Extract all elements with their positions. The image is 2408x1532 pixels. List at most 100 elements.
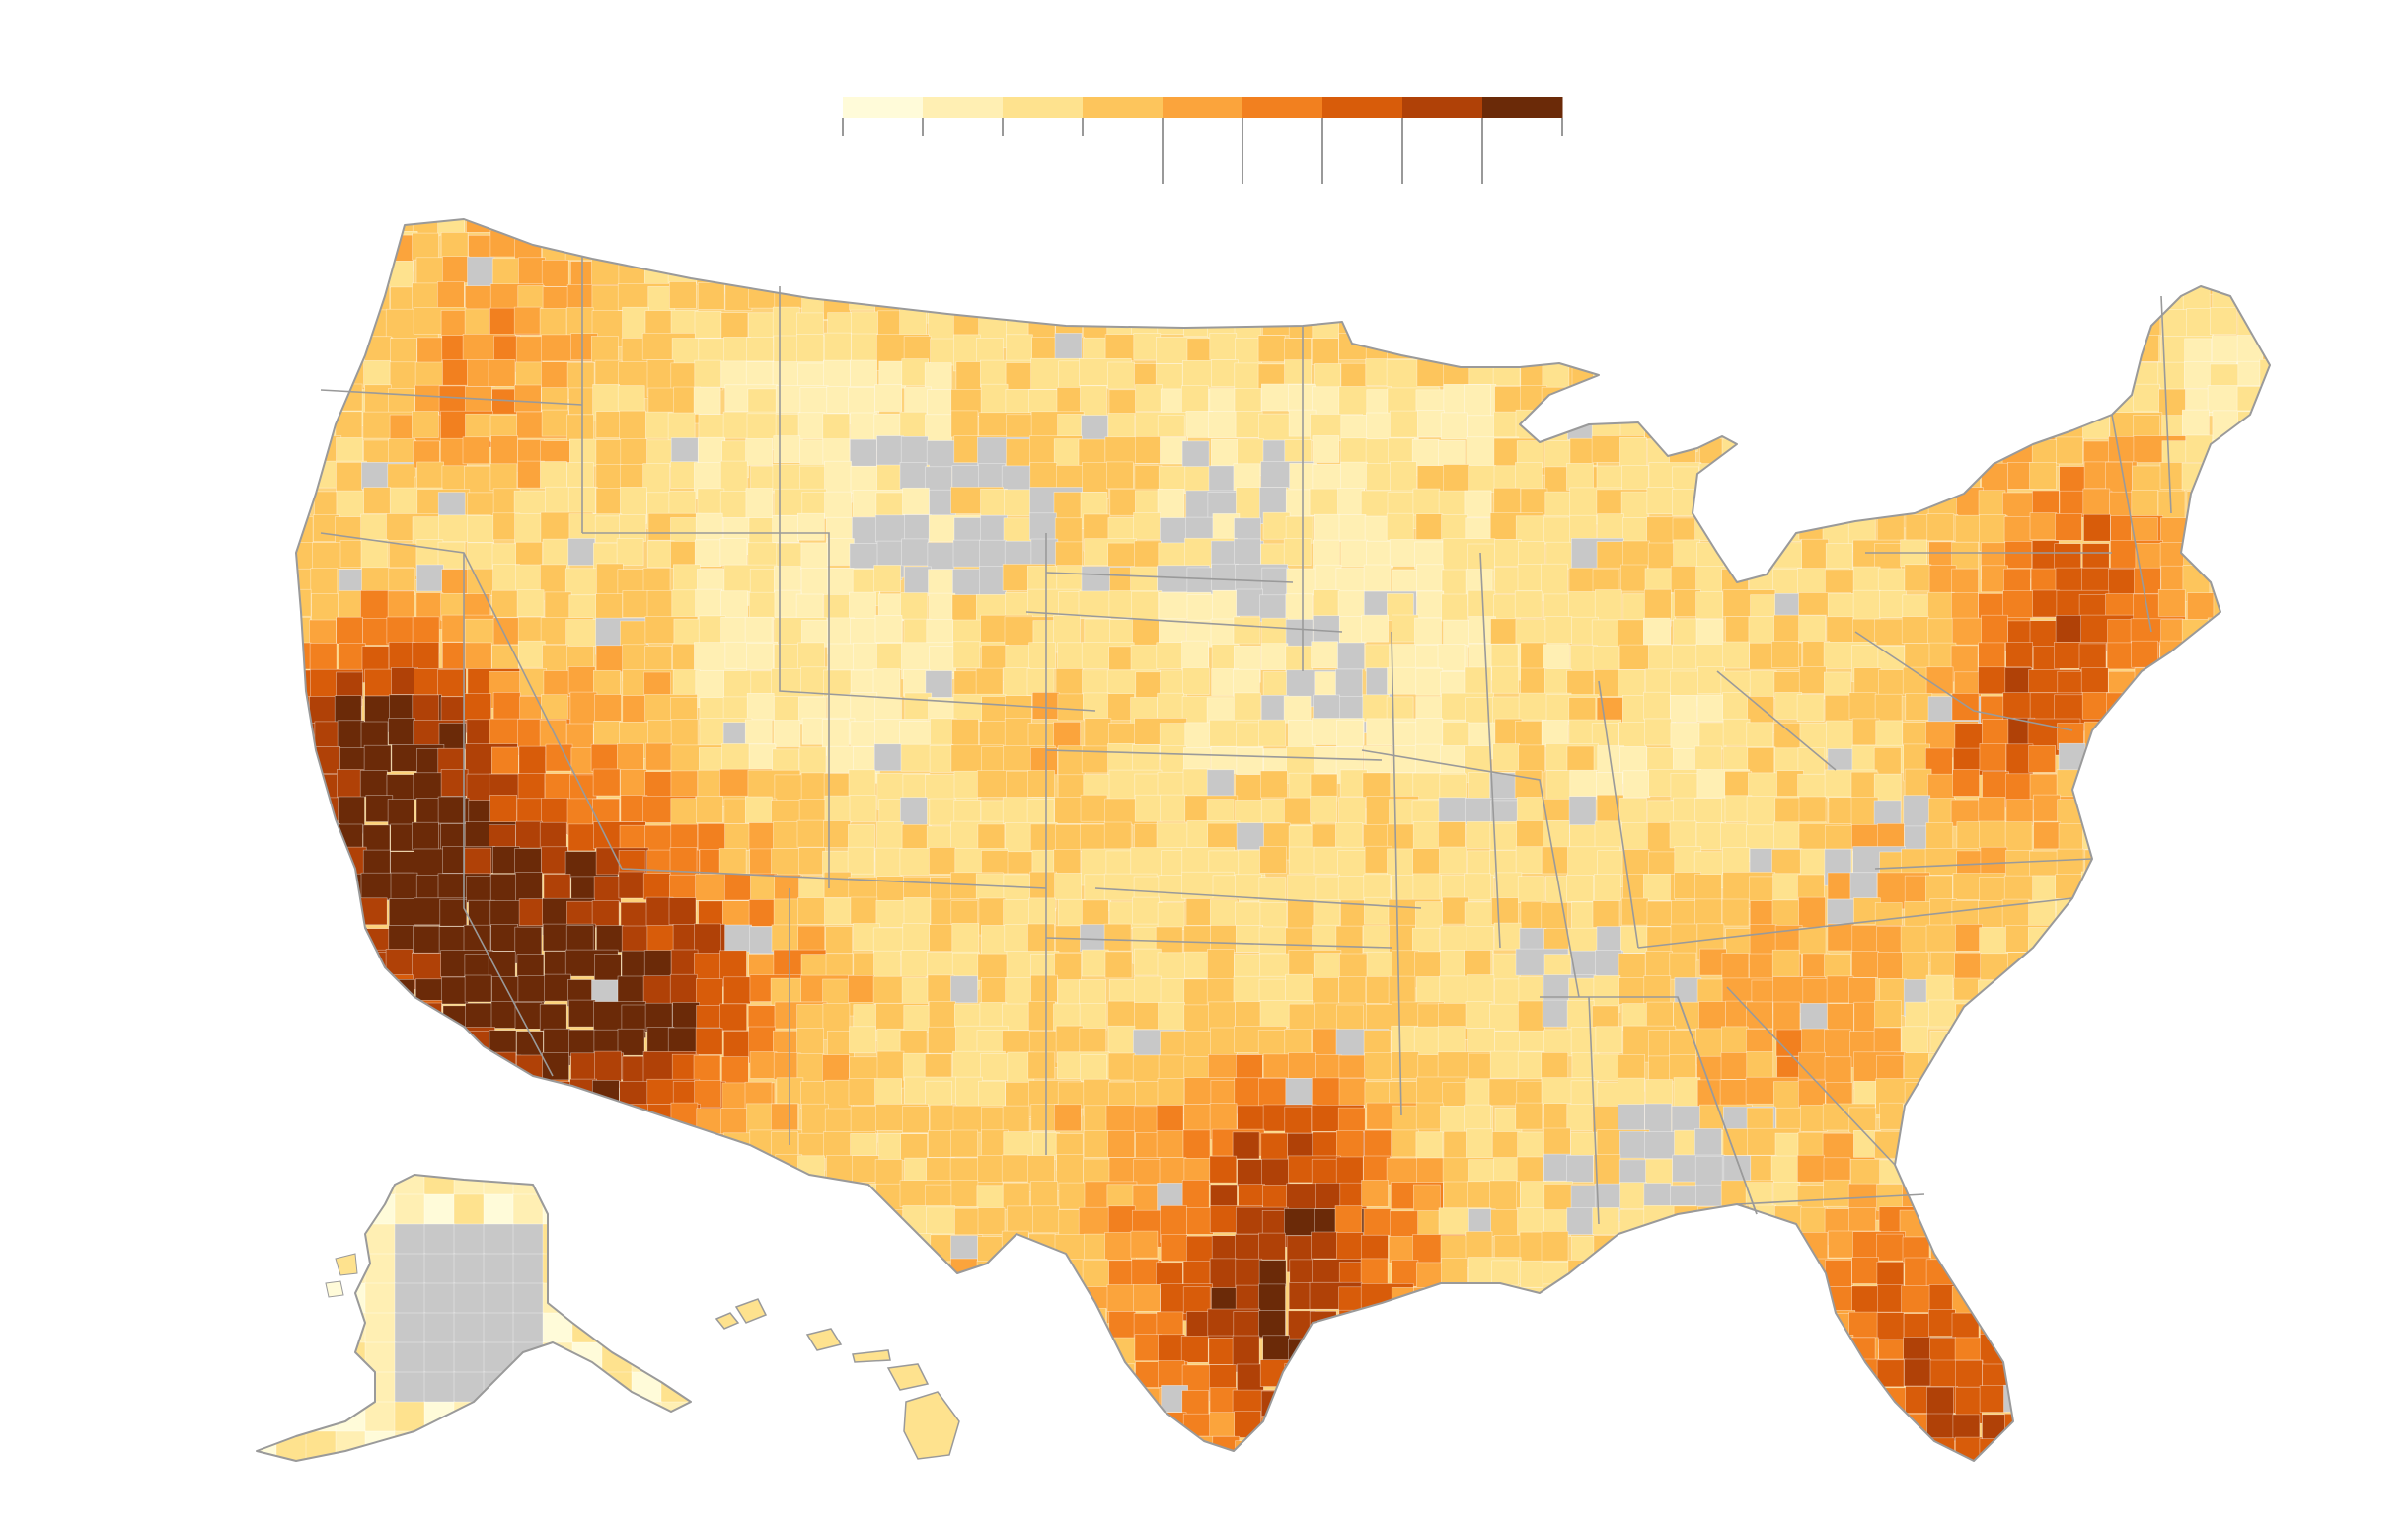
- county-cell: [2007, 1027, 2035, 1064]
- county-cell: [360, 721, 389, 749]
- county-cell: [2212, 439, 2265, 468]
- county-cell: [2084, 335, 2113, 363]
- county-cell: [848, 974, 875, 1003]
- county-cell: [1954, 952, 1982, 980]
- county-cell: [2083, 1313, 2111, 1340]
- county-cell: [467, 492, 495, 520]
- county-cell: [1698, 463, 1727, 492]
- county-cell: [724, 1180, 752, 1217]
- county-cell: [2110, 1364, 2138, 1393]
- county-cell: [1720, 488, 1748, 516]
- county-cell: [464, 974, 492, 1003]
- county-cell: [2235, 219, 2263, 243]
- county-cell: [490, 746, 519, 775]
- county-cell: [1437, 260, 1466, 288]
- county-cell: [313, 1307, 341, 1345]
- alaska-cell: [571, 1223, 604, 1256]
- county-cell: [2161, 1439, 2215, 1461]
- county-cell: [1823, 1441, 1850, 1461]
- county-cell: [1799, 283, 1853, 311]
- county-cell: [1724, 1359, 1753, 1388]
- county-cell: [1184, 722, 1213, 750]
- county-cell: [1802, 387, 1830, 425]
- county-cell: [1083, 232, 1137, 260]
- alaska-cell: [453, 1282, 486, 1315]
- county-cell: [2261, 1283, 2270, 1311]
- county-cell: [775, 230, 802, 258]
- county-cell: [2133, 310, 2161, 338]
- alaska-cell: [690, 1401, 691, 1433]
- county-cell: [1695, 822, 1724, 850]
- county-cell: [1825, 1364, 1852, 1392]
- county-cell: [2083, 219, 2112, 246]
- county-cell: [2185, 513, 2214, 552]
- county-cell: [1338, 1309, 1367, 1347]
- county-cell: [2262, 284, 2270, 313]
- county-cell: [1694, 1128, 1722, 1156]
- county-cell: [2211, 927, 2238, 956]
- county-cell: [2211, 1437, 2239, 1461]
- county-cell: [1312, 312, 1340, 340]
- county-cell: [1979, 820, 2006, 849]
- county-cell: [1595, 1026, 1623, 1054]
- alaska-cell: [275, 1223, 308, 1256]
- county-cell: [1694, 513, 1748, 542]
- county-cell: [2238, 1208, 2266, 1237]
- county-cell: [2237, 591, 2265, 619]
- county-cell: [1006, 1412, 1034, 1439]
- alaska-cell: [690, 1175, 691, 1196]
- county-cell: [899, 461, 928, 490]
- county-cell: [2109, 1284, 2137, 1322]
- county-cell: [1749, 1232, 1777, 1260]
- county-cell: [1002, 1105, 1030, 1133]
- county-cell: [2264, 644, 2270, 672]
- county-cell: [693, 387, 721, 415]
- county-cell: [1749, 232, 1802, 261]
- county-cell: [364, 1077, 393, 1106]
- county-cell: [1412, 488, 1441, 516]
- county-cell: [1648, 1359, 1701, 1387]
- county-cell: [1363, 1208, 1392, 1236]
- county-cell: [1648, 1463, 1675, 1490]
- alaska-cell: [305, 1341, 338, 1374]
- county-cell: [1798, 665, 1827, 694]
- county-cell: [1312, 1415, 1340, 1442]
- county-cell: [1001, 234, 1055, 271]
- county-cell: [438, 1466, 490, 1502]
- county-cell: [822, 1231, 875, 1269]
- county-cell: [644, 219, 672, 247]
- county-cell: [1955, 1003, 1984, 1041]
- county-cell: [2259, 1257, 2270, 1285]
- county-cell: [1134, 465, 1163, 493]
- county-cell: [1184, 283, 1212, 312]
- county-cell: [2007, 1158, 2035, 1196]
- county-cell: [1029, 462, 1058, 490]
- county-cell: [1797, 874, 1825, 902]
- county-cell: [1261, 1416, 1290, 1453]
- county-cell: [1928, 260, 1983, 288]
- county-cell: [723, 1232, 752, 1270]
- county-cell: [1746, 283, 1774, 322]
- county-cell: [2004, 1131, 2059, 1160]
- county-cell: [1235, 233, 1263, 261]
- county-cell: [617, 219, 645, 236]
- county-cell: [668, 897, 697, 926]
- county-cell: [1387, 282, 1440, 321]
- county-cell: [1876, 219, 1905, 234]
- alaska-cell: [453, 1312, 486, 1344]
- county-cell: [1775, 1256, 1804, 1284]
- county-cell: [1340, 285, 1368, 313]
- county-cell: [337, 1129, 364, 1168]
- county-cell: [979, 721, 1007, 749]
- county-cell: [2082, 488, 2111, 516]
- county-cell: [1874, 1000, 1902, 1028]
- alaska-cell: [512, 1282, 545, 1315]
- county-cell: [977, 823, 1006, 852]
- county-cell: [1746, 1001, 1773, 1030]
- county-cell: [411, 411, 439, 438]
- county-cell: [2235, 1312, 2264, 1349]
- county-cell: [540, 1411, 594, 1439]
- county-cell: [1670, 565, 1698, 593]
- county-cell: [1673, 1464, 1699, 1500]
- county-cell: [1747, 747, 1775, 775]
